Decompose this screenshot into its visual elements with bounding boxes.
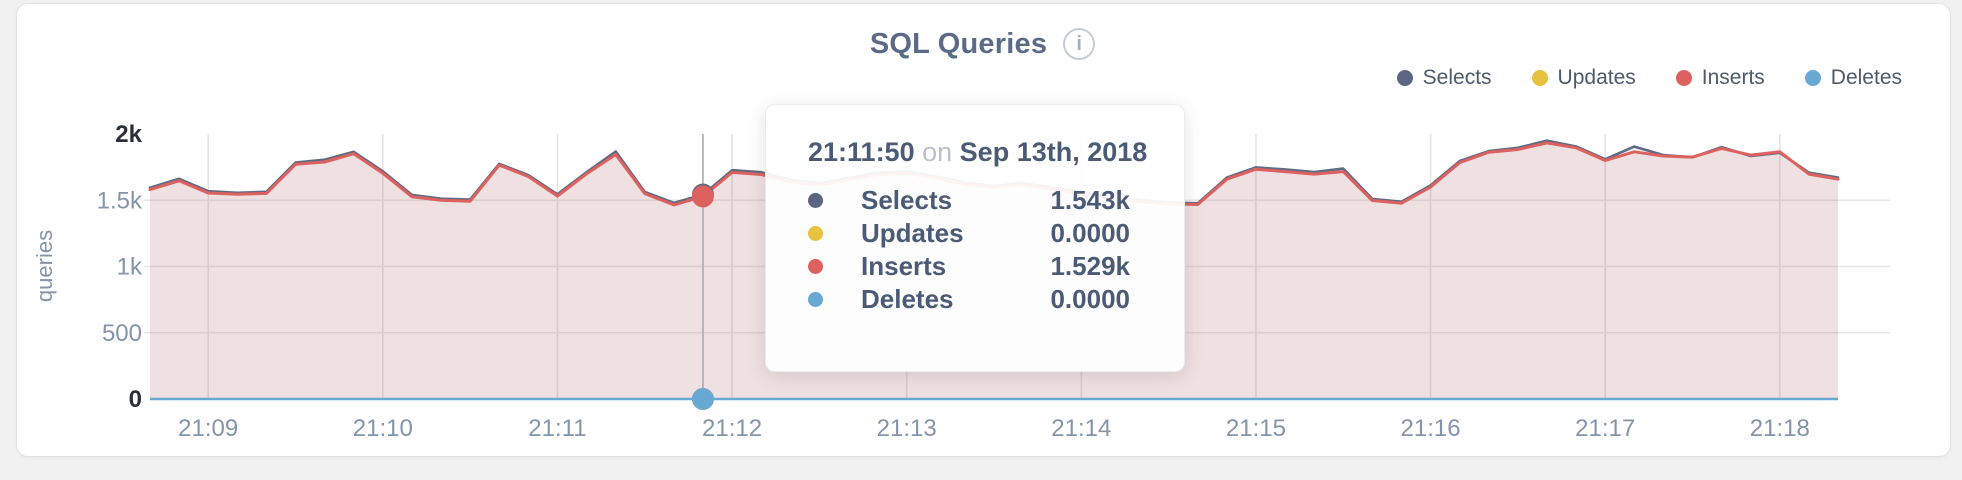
- chart-header: SQL Queries i: [16, 24, 1949, 64]
- tooltip-row-selects: Selects 1.543k: [808, 184, 1130, 217]
- x-tick-label: 21:16: [1401, 415, 1461, 442]
- selects-dot-icon: [1396, 70, 1413, 86]
- x-tick-label: 21:13: [877, 415, 937, 442]
- tooltip-row-deletes: Deletes 0.0000: [808, 283, 1130, 316]
- updates-dot-icon: [1531, 70, 1548, 86]
- tooltip-conjunction: on: [922, 137, 953, 167]
- legend-label: Inserts: [1701, 66, 1765, 89]
- x-tick-label: 21:09: [178, 415, 238, 442]
- tooltip-series-label: Inserts: [861, 251, 947, 281]
- legend-label: Selects: [1422, 66, 1492, 89]
- tooltip-row-inserts: Inserts 1.529k: [808, 250, 1130, 283]
- deletes-highlight-dot: [691, 388, 714, 410]
- tooltip-timestamp: 21:11:50 on Sep 13th, 2018: [808, 137, 1147, 168]
- tooltip-series-value: 1.529k: [1050, 251, 1130, 281]
- tooltip-series-label: Updates: [861, 218, 964, 248]
- deletes-dot-icon: [1804, 70, 1821, 86]
- chart-legend: Selects Updates Inserts Deletes: [1396, 66, 1902, 90]
- inserts-dot-icon: [1675, 70, 1692, 86]
- x-tick-label: 21:18: [1750, 415, 1810, 442]
- y-tick-label: 1.5k: [97, 187, 143, 214]
- legend-item-updates[interactable]: Updates: [1531, 66, 1636, 90]
- updates-dot-icon: [808, 226, 823, 241]
- inserts-dot-icon: [808, 259, 823, 274]
- tooltip-series-value: 1.543k: [1050, 185, 1130, 215]
- chart-tooltip: 21:11:50 on Sep 13th, 2018 Selects 1.543…: [765, 104, 1185, 372]
- tooltip-series-value: 0.0000: [1050, 284, 1130, 314]
- x-tick-label: 21:14: [1051, 415, 1111, 442]
- inserts-highlight-dot: [691, 185, 714, 208]
- legend-item-inserts[interactable]: Inserts: [1675, 66, 1765, 90]
- y-tick-label: 500: [102, 320, 142, 347]
- tooltip-date: Sep 13th, 2018: [959, 137, 1148, 167]
- tooltip-series-label: Deletes: [861, 284, 954, 314]
- legend-label: Deletes: [1830, 66, 1902, 89]
- y-axis-title: queries: [32, 230, 57, 302]
- x-tick-label: 21:15: [1226, 415, 1286, 442]
- tooltip-series-value: 0.0000: [1050, 218, 1130, 248]
- legend-label: Updates: [1557, 66, 1636, 89]
- x-tick-label: 21:17: [1575, 415, 1635, 442]
- info-icon[interactable]: i: [1063, 28, 1096, 60]
- tooltip-row-updates: Updates 0.0000: [808, 217, 1130, 250]
- deletes-dot-icon: [808, 292, 823, 307]
- y-tick-label: 1k: [117, 254, 143, 281]
- y-tick-label: 0: [129, 386, 142, 413]
- selects-dot-icon: [808, 193, 823, 208]
- page-title: SQL Queries: [869, 27, 1048, 60]
- tooltip-series-label: Selects: [861, 185, 953, 215]
- x-tick-label: 21:12: [702, 415, 762, 442]
- x-tick-label: 21:10: [353, 415, 413, 442]
- x-tick-label: 21:11: [528, 415, 586, 442]
- legend-item-deletes[interactable]: Deletes: [1804, 66, 1902, 90]
- y-tick-label: 2k: [115, 121, 142, 148]
- legend-item-selects[interactable]: Selects: [1396, 66, 1492, 90]
- tooltip-time: 21:11:50: [808, 137, 915, 167]
